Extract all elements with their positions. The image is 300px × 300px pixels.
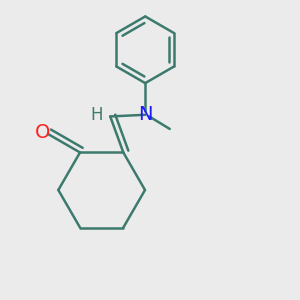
Text: H: H [91, 106, 103, 124]
Text: N: N [138, 105, 152, 124]
Text: O: O [34, 123, 50, 142]
